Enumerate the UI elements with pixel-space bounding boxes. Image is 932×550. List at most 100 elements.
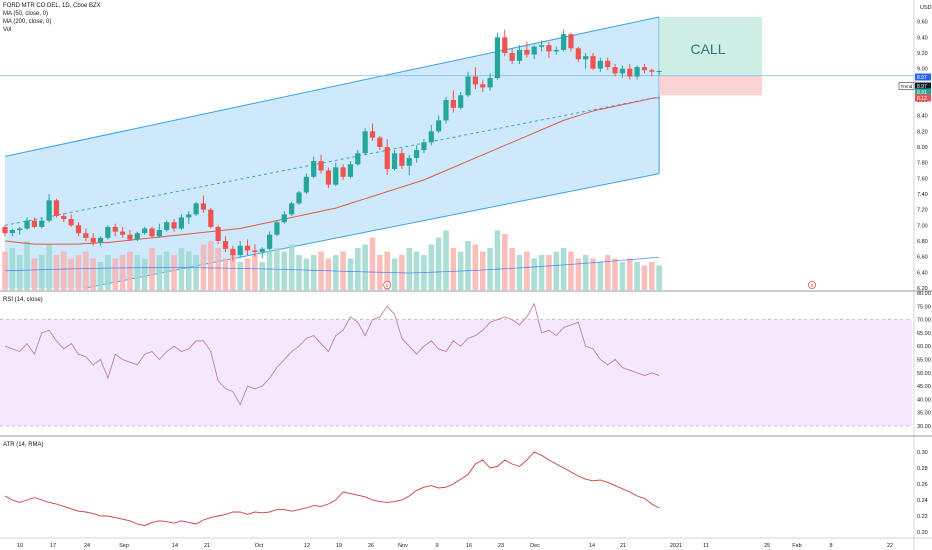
candle-body[interactable] — [244, 245, 251, 251]
candle-body[interactable] — [575, 48, 581, 60]
candle-body[interactable] — [156, 230, 162, 237]
candle-body[interactable] — [384, 147, 390, 169]
candle-body[interactable] — [355, 153, 361, 165]
candle-body[interactable] — [97, 237, 104, 243]
candle-body[interactable] — [391, 153, 398, 169]
channel-upper-line[interactable] — [4, 16, 660, 157]
ma50-legend[interactable]: MA (50, close, 0) — [3, 11, 49, 17]
candle-body[interactable] — [17, 228, 23, 231]
candle-body[interactable] — [531, 46, 537, 55]
candle-body[interactable] — [90, 237, 96, 243]
ma50-line[interactable] — [4, 97, 660, 245]
profit-zone[interactable] — [659, 16, 762, 76]
candle-body[interactable] — [134, 233, 140, 240]
candle-body[interactable] — [31, 220, 37, 227]
candle-body[interactable] — [428, 131, 434, 143]
candle-body[interactable] — [465, 76, 471, 96]
candle-body[interactable] — [377, 137, 383, 147]
candle-body[interactable] — [656, 71, 662, 73]
candle-body[interactable] — [605, 60, 611, 68]
candle-body[interactable] — [399, 153, 405, 166]
candle-body[interactable] — [561, 34, 567, 50]
candle-body[interactable] — [406, 157, 412, 166]
candle-body[interactable] — [458, 95, 464, 108]
candle-body[interactable] — [590, 56, 596, 69]
candle-body[interactable] — [634, 67, 640, 77]
candle-body[interactable] — [487, 78, 493, 88]
candle-body[interactable] — [583, 56, 589, 60]
candle-body[interactable] — [362, 131, 368, 154]
candle-body[interactable] — [480, 84, 486, 88]
candle-body[interactable] — [369, 131, 376, 138]
symbol-legend[interactable]: FORD MTR CO DEL, 1D, Cboe BZX — [3, 3, 101, 9]
candle-body[interactable] — [333, 167, 339, 185]
candle-body[interactable] — [208, 209, 214, 227]
candle-body[interactable] — [502, 37, 508, 53]
candle-body[interactable] — [546, 45, 552, 52]
candle-body[interactable] — [68, 219, 74, 226]
candle-body[interactable] — [281, 214, 287, 223]
candle-body[interactable] — [105, 226, 111, 238]
candle-body[interactable] — [24, 220, 30, 229]
vol-legend[interactable]: Vol — [3, 27, 12, 33]
earnings-marker[interactable] — [808, 280, 817, 289]
candle-body[interactable] — [612, 67, 618, 74]
candle-body[interactable] — [267, 234, 273, 249]
candle-body[interactable] — [112, 226, 118, 232]
candle-body[interactable] — [318, 161, 324, 171]
earnings-marker[interactable] — [383, 280, 392, 289]
candle-body[interactable] — [171, 222, 177, 229]
candle-body[interactable] — [61, 215, 67, 220]
candle-body[interactable] — [46, 200, 52, 221]
candle-body[interactable] — [2, 226, 8, 234]
candle-body[interactable] — [414, 150, 420, 158]
candle-body[interactable] — [296, 192, 302, 204]
candle-body[interactable] — [75, 225, 82, 234]
candle-body[interactable] — [127, 234, 133, 240]
candle-body[interactable] — [83, 233, 89, 238]
candle-body[interactable] — [259, 248, 265, 252]
candle-body[interactable] — [311, 161, 317, 177]
candle-body[interactable] — [649, 70, 655, 72]
atr-pane[interactable]: 0.30 0.28 0.26 0.24 0.22 0.20 — [4, 450, 928, 536]
candle-body[interactable] — [222, 241, 229, 249]
atr-line[interactable] — [4, 451, 660, 527]
candle-body[interactable] — [421, 142, 427, 151]
candle-body[interactable] — [178, 217, 184, 229]
candle-body[interactable] — [252, 250, 258, 252]
candle-body[interactable] — [538, 45, 545, 47]
candle-body[interactable] — [627, 68, 633, 77]
candle-body[interactable] — [436, 120, 442, 132]
candle-body[interactable] — [9, 230, 15, 234]
candle-body[interactable] — [641, 67, 648, 71]
candle-body[interactable] — [443, 100, 449, 121]
candle-body[interactable] — [303, 176, 309, 193]
candle-body[interactable] — [142, 228, 148, 234]
candle-body[interactable] — [340, 167, 346, 177]
candle-body[interactable] — [619, 68, 625, 74]
candle-body[interactable] — [472, 76, 478, 85]
candle-body[interactable] — [164, 222, 170, 231]
candle-body[interactable] — [120, 231, 126, 235]
candle-body[interactable] — [553, 49, 559, 52]
rsi-pane[interactable]: 80.00 75.00 70.00 65.00 60.00 55.00 50.00 45.00… — [0, 291, 931, 430]
candle-body[interactable] — [325, 170, 331, 185]
candle-body[interactable] — [39, 220, 45, 227]
candle-body[interactable] — [200, 203, 207, 210]
candle-body[interactable] — [149, 228, 155, 237]
candle-body[interactable] — [193, 203, 199, 215]
rsi-legend-label[interactable]: RSI (14, close) — [3, 297, 43, 303]
time-axis[interactable]: 10 17 24 Sep 14 21 Oct 12 19 26 Nov 9 16 23 Dec 14 21 202… — [0, 537, 932, 549]
candle-body[interactable] — [289, 203, 295, 215]
candle-body[interactable] — [237, 245, 243, 256]
candle-body[interactable] — [186, 214, 192, 218]
stop-zone[interactable] — [659, 75, 762, 96]
candle-body[interactable] — [450, 100, 456, 108]
candle-body[interactable] — [524, 49, 530, 55]
candle-body[interactable] — [274, 222, 280, 235]
candle-body[interactable] — [347, 164, 354, 177]
candle-body[interactable] — [53, 200, 60, 216]
candle-body[interactable] — [494, 37, 501, 79]
